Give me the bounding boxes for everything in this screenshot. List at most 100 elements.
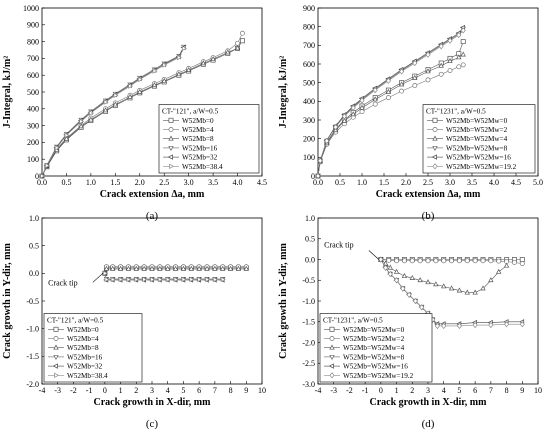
x-tick-label-d-14: 10 [534, 386, 542, 395]
data-point-c-2-4 [125, 265, 132, 271]
series-line-b-1 [317, 64, 464, 177]
data-point-a-5-1 [45, 162, 51, 169]
x-tick-label-b-6: 3.0 [445, 178, 455, 187]
data-point-b-2-5 [350, 111, 356, 117]
crack-tip-pointer-d [368, 250, 380, 260]
legend-marker-b-2 [432, 135, 438, 141]
data-point-d-1-10 [456, 258, 462, 264]
legend-label-a-5: W52Mb=38.4 [182, 163, 223, 171]
y-axis-label-c: Crack growth in Y-dir, mm [2, 243, 13, 359]
data-point-c-2-10 [172, 265, 179, 271]
data-point-b-2-13 [447, 58, 453, 64]
legend-marker-b-4 [431, 154, 437, 160]
data-point-a-2-17 [234, 45, 241, 51]
data-point-c-5-1 [104, 276, 110, 283]
data-point-d-5-1 [383, 264, 389, 271]
data-point-b-2-10 [412, 74, 418, 80]
data-point-d-1-4 [409, 258, 415, 264]
y-tick-label-b-2: 200 [303, 134, 315, 143]
data-point-b-5-4 [341, 113, 347, 120]
x-tick-label-d-10: 6 [473, 386, 477, 395]
y-tick-label-d-1: -2.5 [302, 359, 315, 368]
data-point-b-5-8 [385, 77, 391, 84]
data-point-c-2-18 [235, 265, 242, 271]
data-point-b-5-3 [333, 124, 339, 131]
data-point-c-2-16 [220, 265, 226, 271]
x-tick-label-c-10: 6 [197, 386, 201, 395]
data-point-b-2-12 [438, 62, 444, 68]
data-point-b-5-14 [456, 31, 462, 39]
y-tick-label-c-6: 1.0 [29, 214, 39, 223]
data-point-a-2-15 [210, 56, 216, 62]
panel-label-c: (c) [146, 418, 159, 430]
x-tick-label-c-7: 3 [150, 386, 154, 395]
data-point-b-2-7 [372, 96, 378, 102]
data-point-d-1-2 [394, 258, 400, 264]
x-tick-label-b-9: 4.5 [511, 178, 521, 187]
data-point-a-2-12 [176, 71, 182, 77]
x-axis-label-b: Crack extension Δa, mm [376, 189, 481, 200]
data-point-c-2-3 [117, 265, 124, 271]
x-tick-label-d-7: 3 [426, 386, 430, 395]
data-point-c-2-14 [204, 265, 210, 271]
x-tick-label-c-1: -3 [54, 386, 61, 395]
x-tick-label-c-12: 8 [229, 386, 233, 395]
data-point-c-2-13 [196, 265, 202, 271]
legend-marker-a-1 [168, 127, 174, 132]
data-point-d-2-10 [448, 285, 455, 291]
x-tick-label-d-6: 2 [410, 386, 414, 395]
x-tick-label-b-2: 1.0 [357, 178, 367, 187]
y-tick-label-a-4: 400 [27, 105, 39, 114]
data-point-a-5-11 [162, 62, 168, 68]
data-point-b-5-9 [399, 68, 405, 75]
data-point-c-5-7 [150, 276, 156, 283]
y-tick-label-c-1: -1.5 [26, 352, 39, 361]
data-point-c-5-6 [142, 276, 148, 283]
data-point-c-5-16 [220, 276, 226, 283]
data-point-a-2-11 [161, 77, 167, 83]
series-line-b-4 [317, 27, 464, 177]
data-point-d-5-11 [441, 322, 447, 329]
data-point-c-2-2 [110, 265, 116, 271]
x-tick-label-b-1: 0.5 [335, 178, 345, 187]
legend-marker-c-2 [53, 344, 59, 350]
data-point-c-2-8 [157, 265, 163, 271]
data-point-b-2-14 [456, 54, 462, 60]
data-point-c-2-12 [188, 265, 194, 271]
data-point-c-5-10 [173, 276, 179, 283]
y-tick-label-d-7: 0.5 [305, 235, 315, 244]
y-tick-label-d-2: -2.0 [302, 338, 315, 347]
y-tick-label-d-5: -0.5 [302, 276, 315, 285]
data-point-b-5-12 [438, 43, 444, 50]
data-point-c-5-9 [165, 276, 171, 283]
x-tick-label-c-4: 0 [103, 386, 107, 395]
data-point-d-2-14 [480, 285, 486, 291]
data-point-d-1-18 [519, 261, 525, 267]
data-point-d-5-3 [394, 277, 400, 284]
data-point-d-1-3 [401, 258, 407, 264]
panel-label-a: (a) [146, 210, 159, 222]
legend-marker-b-0 [432, 117, 438, 123]
data-point-c-2-1 [103, 265, 110, 271]
x-tick-label-a-7: 3.5 [208, 178, 218, 187]
data-point-c-5-0 [103, 270, 109, 277]
data-point-d-5-13 [472, 322, 478, 329]
data-point-d-2-2 [387, 264, 393, 270]
data-point-b-5-6 [359, 97, 365, 104]
data-point-a-2-6 [102, 107, 109, 113]
x-tick-label-b-3: 1.5 [379, 178, 389, 187]
data-point-d-1-5 [417, 258, 423, 264]
legend-marker-d-4 [328, 363, 334, 369]
data-point-c-5-4 [126, 276, 132, 283]
data-point-c-5-3 [118, 276, 124, 283]
data-point-d-2-4 [401, 272, 408, 278]
x-tick-label-c-9: 5 [181, 386, 185, 395]
data-point-b-1-13 [447, 68, 453, 73]
legend-marker-a-2 [168, 135, 174, 141]
data-point-d-2-8 [433, 281, 439, 287]
y-tick-label-a-6: 600 [27, 71, 39, 80]
x-tick-label-d-13: 9 [520, 386, 524, 395]
data-point-c-2-6 [141, 265, 147, 271]
data-point-b-2-8 [385, 88, 392, 94]
data-point-a-5-5 [89, 110, 95, 116]
